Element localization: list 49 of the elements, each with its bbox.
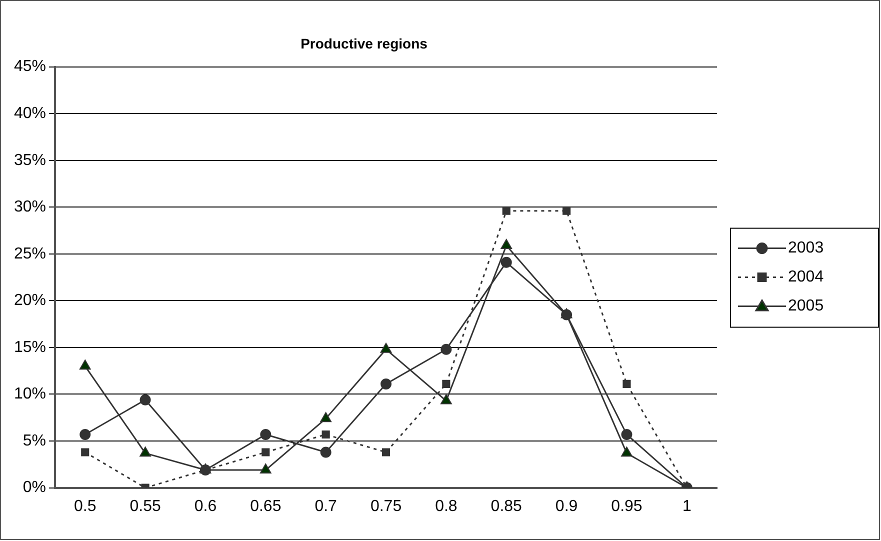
- point: [140, 394, 151, 406]
- x-tick-label: 0.85: [490, 498, 522, 515]
- point: [442, 380, 450, 388]
- point: [562, 206, 571, 215]
- point: [320, 446, 332, 458]
- x-tick-label: 0.6: [194, 498, 217, 515]
- point: [621, 446, 632, 457]
- legend-label: 2005: [788, 298, 824, 315]
- y-tick-label: 20%: [14, 292, 46, 310]
- point: [79, 360, 91, 370]
- x-tick-label: 0.5: [74, 498, 96, 515]
- point: [320, 412, 332, 422]
- y-tick-label: 15%: [14, 338, 46, 356]
- legend-label: 2004: [788, 268, 824, 286]
- point: [440, 344, 452, 355]
- point: [322, 430, 330, 439]
- y-tick-label: 45%: [14, 58, 46, 76]
- x-tick-label: 1: [682, 498, 692, 515]
- x-tick-label: 0.9: [555, 498, 578, 515]
- y-tick-label: 0%: [22, 479, 46, 496]
- x-tick-label: 0.8: [435, 498, 458, 515]
- point: [140, 446, 151, 457]
- y-tick-label: 30%: [14, 198, 46, 216]
- point: [500, 238, 512, 249]
- point: [500, 256, 512, 268]
- point: [440, 394, 452, 404]
- x-tick-label: 0.55: [130, 498, 161, 515]
- legend-label: 2003: [788, 240, 824, 257]
- point: [380, 378, 392, 390]
- y-tick-label: 35%: [14, 152, 46, 169]
- y-tick-label: 5%: [22, 432, 46, 450]
- chart-title: Productive regions: [300, 35, 428, 52]
- x-tick-label: 0.7: [314, 498, 338, 515]
- y-tick-label: 10%: [14, 386, 46, 403]
- point: [502, 206, 510, 215]
- x-tick-label: 0.95: [611, 498, 642, 515]
- point: [80, 428, 91, 440]
- point: [262, 448, 270, 456]
- point: [380, 342, 392, 353]
- point: [622, 380, 631, 388]
- x-tick-label: 0.75: [370, 498, 402, 515]
- y-tick-label: 25%: [14, 245, 46, 262]
- x-tick-label: 0.65: [250, 498, 282, 515]
- point: [621, 428, 632, 440]
- y-tick-label: 40%: [14, 104, 46, 122]
- point: [260, 464, 272, 474]
- point: [81, 448, 90, 456]
- point: [382, 448, 390, 456]
- point: [260, 428, 272, 440]
